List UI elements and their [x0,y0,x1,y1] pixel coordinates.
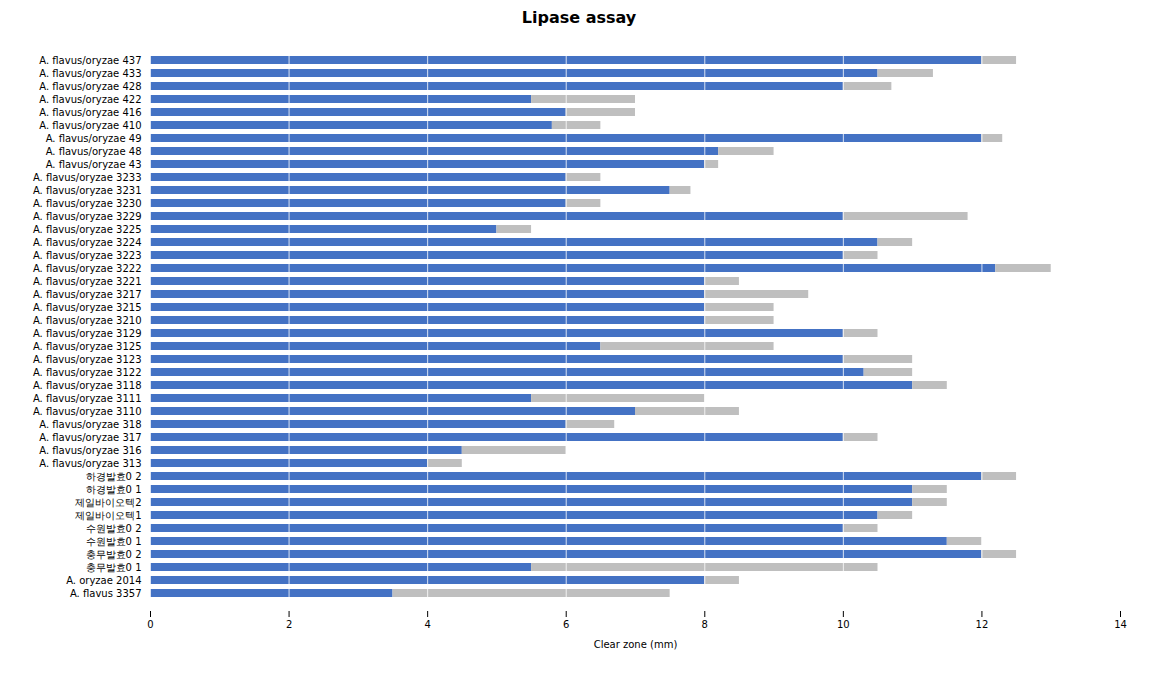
svg-text:A. flavus/oryzae 3222: A. flavus/oryzae 3222 [33,263,142,274]
svg-text:2: 2 [286,619,292,630]
svg-text:A. flavus/oryzae 316: A. flavus/oryzae 316 [39,445,141,456]
svg-text:A. flavus/oryzae 3225: A. flavus/oryzae 3225 [33,224,142,235]
svg-text:A. flavus/oryzae 3118: A. flavus/oryzae 3118 [33,380,142,391]
svg-text:충무발효0 2: 충무발효0 2 [86,549,142,560]
svg-text:A. oryzae 2014: A. oryzae 2014 [66,575,141,586]
svg-text:A. flavus/oryzae 3210: A. flavus/oryzae 3210 [33,315,142,326]
svg-text:A. flavus/oryzae 43: A. flavus/oryzae 43 [46,159,142,170]
svg-text:A. flavus/oryzae 48: A. flavus/oryzae 48 [46,146,142,157]
svg-text:A. flavus/oryzae 3122: A. flavus/oryzae 3122 [33,367,142,378]
svg-text:하경발효0 1: 하경발효0 1 [86,484,142,495]
svg-text:A. flavus/oryzae 313: A. flavus/oryzae 313 [39,458,141,469]
svg-text:8: 8 [702,619,708,630]
svg-text:0: 0 [147,619,153,630]
svg-text:A. flavus/oryzae 3125: A. flavus/oryzae 3125 [33,341,142,352]
svg-text:A. flavus/oryzae 433: A. flavus/oryzae 433 [39,68,141,79]
svg-text:A. flavus/oryzae 49: A. flavus/oryzae 49 [46,133,142,144]
svg-text:4: 4 [424,619,430,630]
svg-text:A. flavus/oryzae 3229: A. flavus/oryzae 3229 [33,211,142,222]
svg-text:A. flavus/oryzae 3233: A. flavus/oryzae 3233 [33,172,142,183]
svg-text:Clear zone (mm): Clear zone (mm) [594,639,678,650]
svg-text:A. flavus/oryzae 428: A. flavus/oryzae 428 [39,81,141,92]
svg-text:A. flavus/oryzae 3215: A. flavus/oryzae 3215 [33,302,142,313]
svg-text:수원발효0 1: 수원발효0 1 [86,536,142,547]
svg-text:A. flavus/oryzae 3129: A. flavus/oryzae 3129 [33,328,142,339]
svg-text:A. flavus/oryzae 3110: A. flavus/oryzae 3110 [33,406,142,417]
svg-text:수원발효0 2: 수원발효0 2 [86,523,142,534]
svg-text:하경발효0 2: 하경발효0 2 [86,471,142,482]
svg-text:A. flavus/oryzae 416: A. flavus/oryzae 416 [39,107,141,118]
svg-text:A. flavus/oryzae 3217: A. flavus/oryzae 3217 [33,289,142,300]
svg-text:A. flavus/oryzae 3221: A. flavus/oryzae 3221 [33,276,142,287]
svg-text:충무발효0 1: 충무발효0 1 [86,562,142,573]
svg-text:A. flavus/oryzae 3231: A. flavus/oryzae 3231 [33,185,142,196]
svg-text:A. flavus/oryzae 410: A. flavus/oryzae 410 [39,120,141,131]
svg-text:A. flavus/oryzae 3111: A. flavus/oryzae 3111 [33,393,142,404]
svg-text:6: 6 [563,619,569,630]
svg-text:14: 14 [1114,619,1127,630]
svg-text:A. flavus/oryzae 437: A. flavus/oryzae 437 [39,55,141,66]
svg-text:A. flavus 3357: A. flavus 3357 [70,588,142,599]
svg-text:A. flavus/oryzae 318: A. flavus/oryzae 318 [39,419,141,430]
svg-text:A. flavus/oryzae 3123: A. flavus/oryzae 3123 [33,354,142,365]
svg-text:A. flavus/oryzae 3224: A. flavus/oryzae 3224 [33,237,142,248]
html-text:Lipase assay: Lipase assay [521,8,637,27]
svg-text:A. flavus/oryzae 3223: A. flavus/oryzae 3223 [33,250,142,261]
svg-text:제일바이오텍2: 제일바이오텍2 [75,497,141,508]
svg-text:A. flavus/oryzae 317: A. flavus/oryzae 317 [39,432,141,443]
svg-text:A. flavus/oryzae 422: A. flavus/oryzae 422 [39,94,141,105]
svg-text:A. flavus/oryzae 3230: A. flavus/oryzae 3230 [33,198,142,209]
svg-text:제일바이오텍1: 제일바이오텍1 [75,510,141,521]
svg-text:12: 12 [976,619,989,630]
svg-text:10: 10 [837,619,850,630]
